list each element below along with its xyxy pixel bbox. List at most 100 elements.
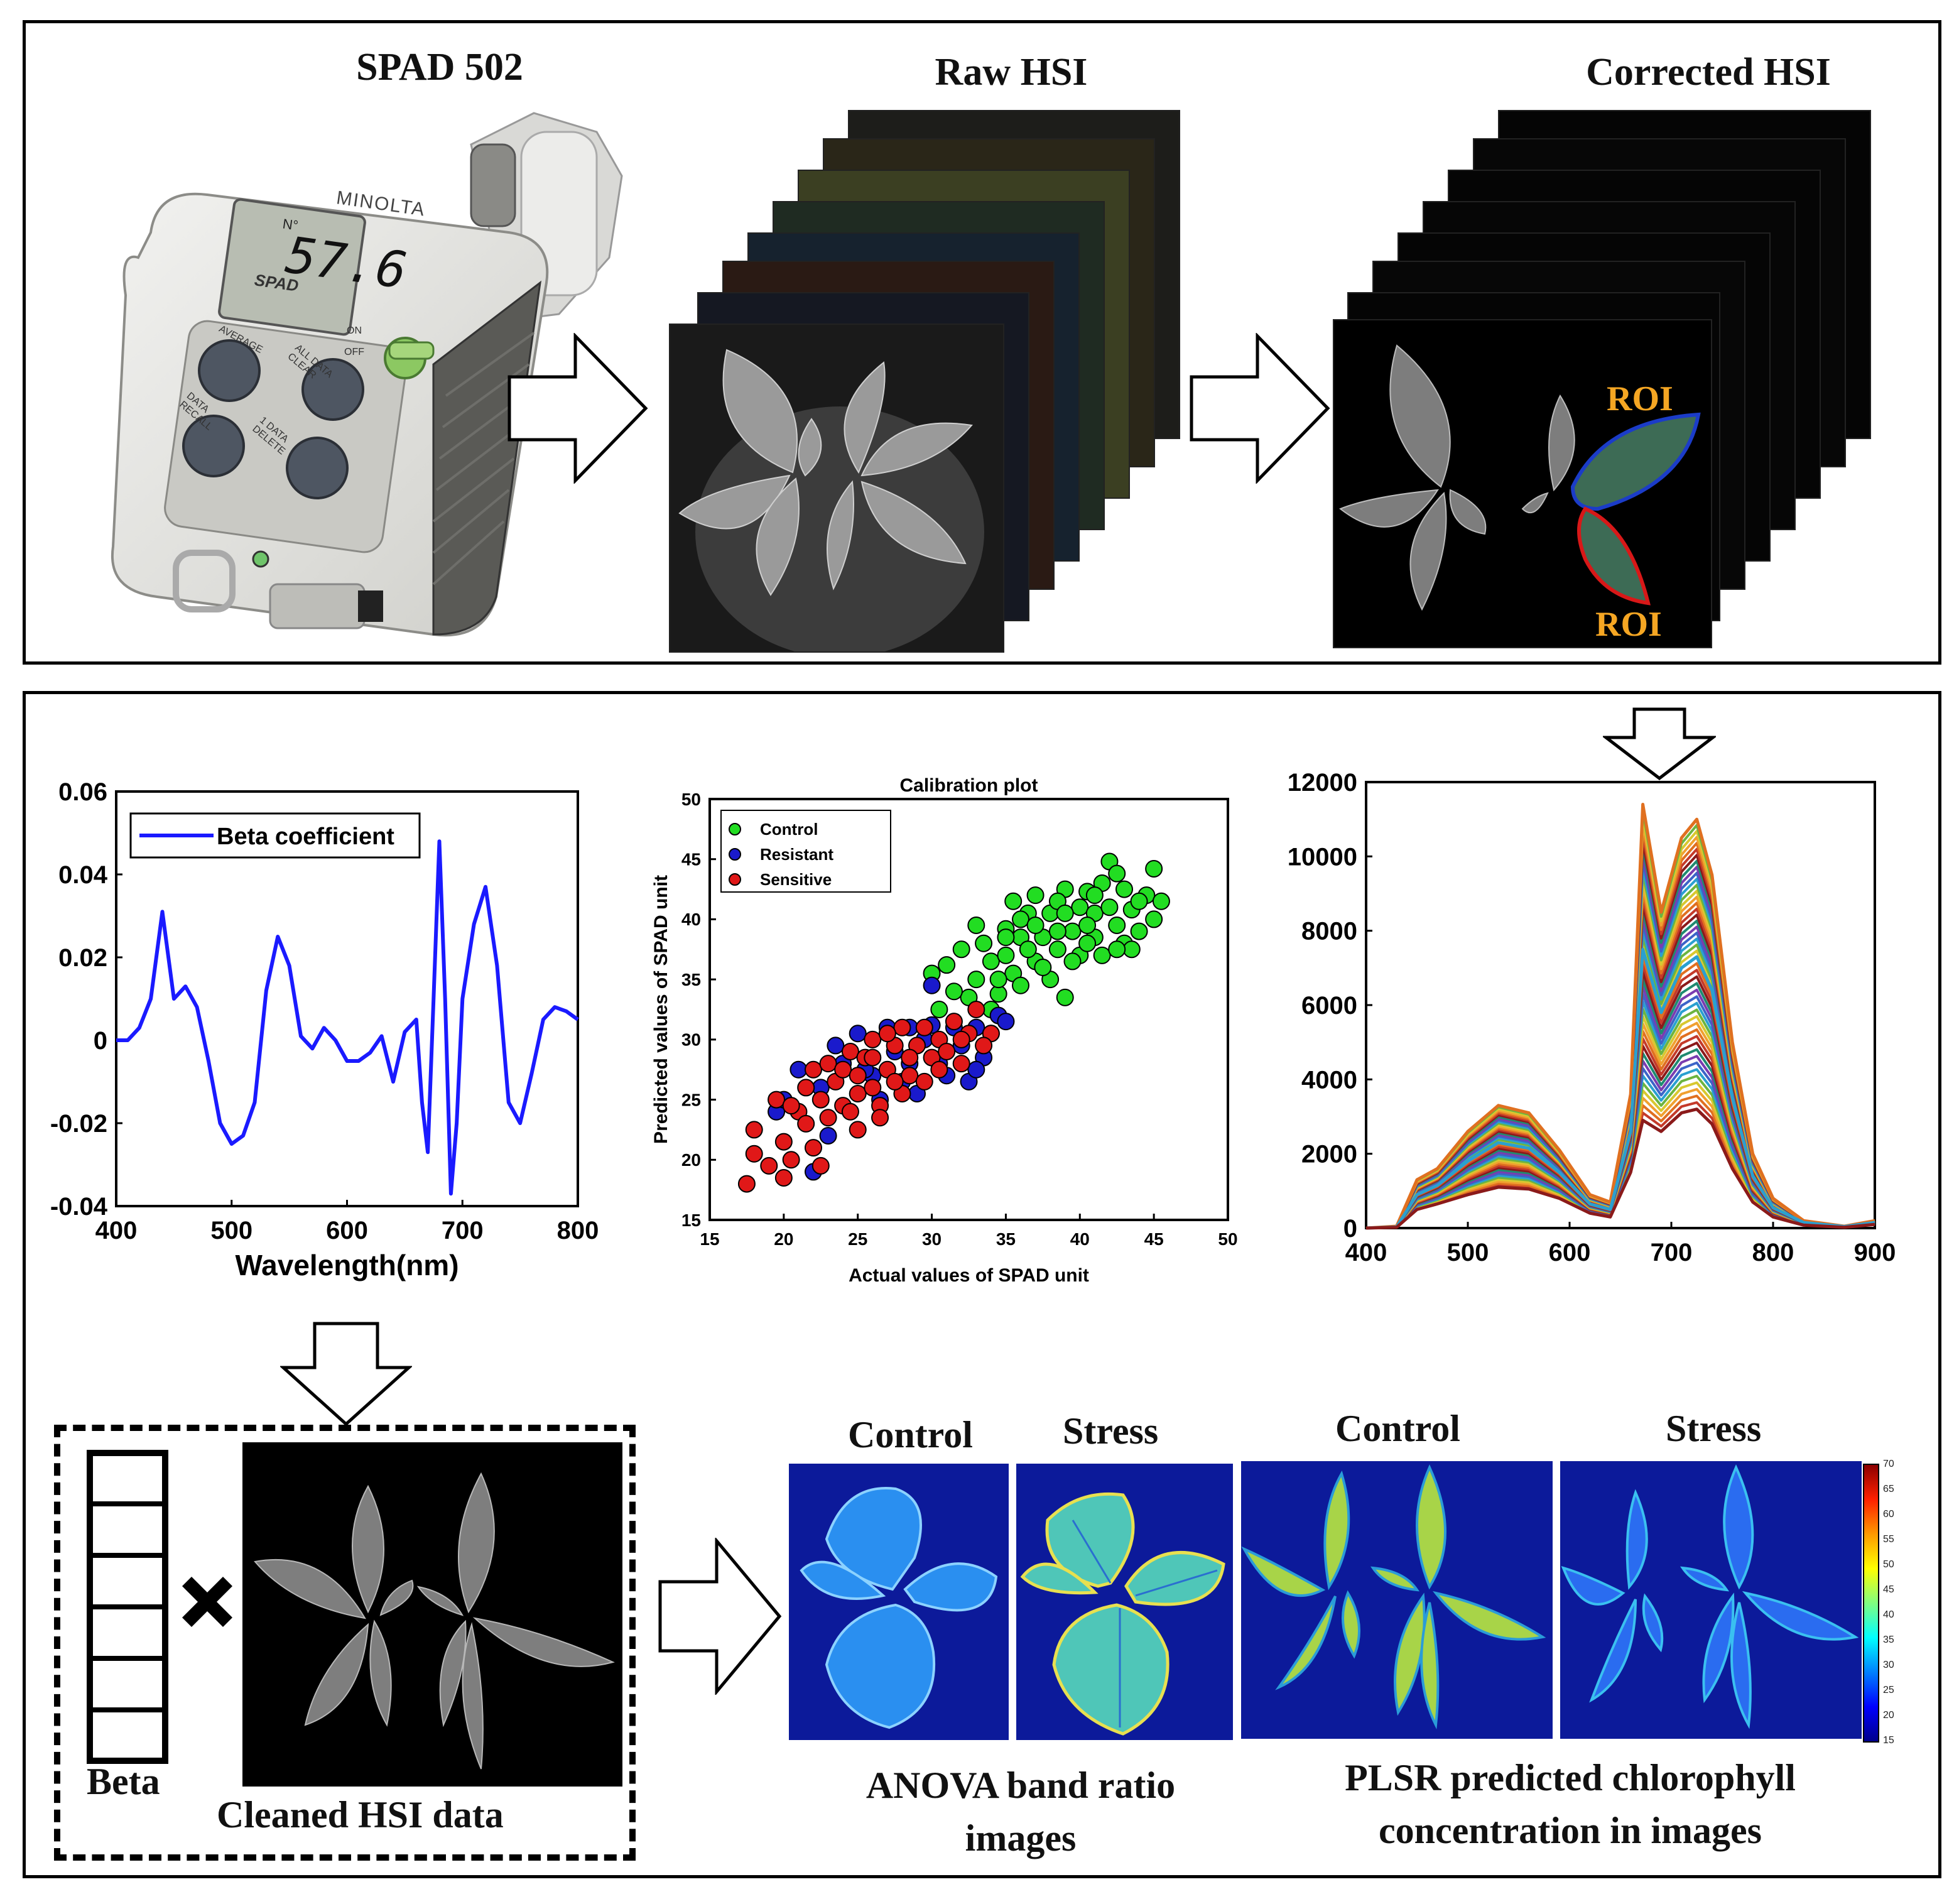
beta-series-line bbox=[116, 839, 579, 1196]
calib-point-control bbox=[967, 917, 985, 934]
raw-hsi-stack bbox=[666, 107, 1218, 653]
cleaned-hsi-label: Cleaned HSI data bbox=[217, 1794, 504, 1836]
calib-xtick-label: 20 bbox=[774, 1229, 793, 1249]
calib-point-resistant bbox=[849, 1025, 867, 1043]
calib-point-control bbox=[1078, 917, 1097, 934]
calib-point-sensitive bbox=[864, 1030, 882, 1048]
calib-xtick-label: 30 bbox=[922, 1229, 942, 1249]
calib-point-sensitive bbox=[811, 1156, 830, 1175]
plsr-caption-line1: PLSR predicted chlorophyll bbox=[1345, 1757, 1796, 1798]
spad-meter-illustration bbox=[111, 112, 623, 637]
arrow-right-3 bbox=[658, 1538, 782, 1695]
calib-point-resistant bbox=[819, 1127, 837, 1145]
calib-legend-label: Sensitive bbox=[760, 870, 832, 889]
calib-point-control bbox=[952, 940, 970, 959]
colorbar-tick-label: 50 bbox=[1883, 1559, 1894, 1570]
colorbar-tick-label: 25 bbox=[1883, 1685, 1894, 1695]
beta-coefficient-chart: 400 500 600 700 800 0.06 0.04 0.02 0 -0.02 -0.04 Be… bbox=[50, 778, 599, 1281]
calib-legend-box bbox=[720, 810, 891, 893]
calib-point-sensitive bbox=[893, 1018, 911, 1036]
calib-point-sensitive bbox=[952, 1055, 970, 1073]
arrow-right-1 bbox=[507, 333, 648, 484]
calib-point-control bbox=[975, 934, 993, 952]
calib-xtick-label: 50 bbox=[1218, 1229, 1237, 1249]
calib-point-sensitive bbox=[737, 1175, 756, 1193]
calib-xtick-label: 40 bbox=[1070, 1229, 1090, 1249]
beta-xlabel: Wavelength(nm) bbox=[235, 1249, 459, 1281]
calib-point-control bbox=[1115, 880, 1133, 898]
calib-point-control bbox=[1130, 892, 1148, 910]
colorbar-tick-label: 15 bbox=[1883, 1735, 1894, 1746]
calib-ytick-label: 40 bbox=[681, 910, 701, 929]
anova-caption-line2: images bbox=[965, 1817, 1077, 1859]
colorbar-tick-label: 35 bbox=[1883, 1635, 1894, 1645]
beta-legend-label: Beta coefficient bbox=[217, 824, 394, 850]
calib-point-control bbox=[1026, 886, 1045, 905]
calib-point-sensitive bbox=[774, 1169, 793, 1187]
plsr-stress-title: Stress bbox=[1666, 1408, 1762, 1449]
plsr-caption-line2: concentration in images bbox=[1379, 1810, 1762, 1851]
colorbar-tick-label: 55 bbox=[1883, 1534, 1894, 1545]
beta-ytick-label: 0.04 bbox=[58, 861, 108, 889]
calib-point-sensitive bbox=[915, 1072, 933, 1091]
calib-xtick-label: 35 bbox=[996, 1229, 1016, 1249]
beta-ytick-label: -0.02 bbox=[50, 1110, 107, 1138]
beta-label: Beta bbox=[87, 1761, 160, 1802]
calib-point-control bbox=[989, 971, 1007, 989]
calib-point-sensitive bbox=[945, 1013, 963, 1031]
colorbar-tick-label: 60 bbox=[1883, 1509, 1894, 1520]
colorbar bbox=[1863, 1464, 1879, 1743]
calib-point-control bbox=[1108, 864, 1126, 883]
calib-point-sensitive bbox=[849, 1067, 867, 1085]
calib-point-control bbox=[1056, 988, 1074, 1006]
calib-point-control bbox=[1063, 952, 1082, 971]
calib-point-sensitive bbox=[819, 1055, 837, 1073]
calib-point-sensitive bbox=[878, 1025, 896, 1043]
corrected-hsi-title: Corrected HSI bbox=[1586, 51, 1831, 94]
beta-xtick-label: 800 bbox=[557, 1217, 599, 1244]
spectra-xtick-label: 700 bbox=[1651, 1239, 1693, 1266]
calib-xtick-label: 45 bbox=[1144, 1229, 1164, 1249]
calib-point-sensitive bbox=[975, 1036, 993, 1055]
calib-point-sensitive bbox=[811, 1091, 830, 1109]
spectra-envelope-min bbox=[1365, 1107, 1875, 1230]
calib-point-sensitive bbox=[841, 1043, 859, 1060]
calib-xtick-label: 25 bbox=[848, 1229, 867, 1249]
calib-xtick-label: 15 bbox=[700, 1229, 719, 1249]
calib-point-control bbox=[1078, 934, 1097, 952]
calib-point-sensitive bbox=[782, 1097, 800, 1115]
calib-ytick-label: 15 bbox=[681, 1210, 701, 1230]
calib-point-control bbox=[1108, 917, 1126, 934]
calib-point-resistant bbox=[923, 976, 941, 994]
spectra-envelope-mid bbox=[1365, 947, 1875, 1230]
calib-point-sensitive bbox=[782, 1151, 800, 1169]
spectra-envelope-max bbox=[1365, 803, 1875, 1230]
calib-point-sensitive bbox=[745, 1121, 763, 1139]
calib-point-control bbox=[1085, 886, 1104, 905]
calib-point-resistant bbox=[967, 1060, 985, 1079]
calib-legend-swatch bbox=[729, 873, 741, 886]
plsr-control-image bbox=[1241, 1461, 1553, 1739]
calib-point-sensitive bbox=[930, 1060, 948, 1079]
calib-point-sensitive bbox=[952, 1030, 970, 1048]
calib-point-control bbox=[1048, 940, 1066, 959]
meter-switch-off-label: OFF bbox=[344, 347, 364, 357]
calib-point-control bbox=[1004, 892, 1023, 910]
cleaned-data-dashed-box bbox=[54, 1425, 636, 1861]
calib-point-sensitive bbox=[864, 1048, 882, 1067]
colorbar-ticks: 70 65 60 55 50 45 40 35 30 25 20 15 bbox=[1883, 1459, 1921, 1748]
calib-point-sensitive bbox=[745, 1145, 763, 1163]
calib-point-control bbox=[1048, 922, 1066, 940]
calib-ytick-label: 45 bbox=[681, 850, 701, 869]
calib-point-sensitive bbox=[967, 1001, 985, 1018]
calib-point-sensitive bbox=[901, 1048, 919, 1067]
roi-label-lower: ROI bbox=[1595, 605, 1662, 644]
calib-point-control bbox=[997, 928, 1015, 947]
calib-legend-label: Control bbox=[760, 820, 818, 839]
calib-point-sensitive bbox=[849, 1121, 867, 1139]
spectra-ytick-label: 4000 bbox=[1301, 1066, 1357, 1094]
beta-xtick-label: 700 bbox=[442, 1217, 484, 1244]
anova-stress-title: Stress bbox=[1063, 1410, 1159, 1452]
spectra-ytick-label: 2000 bbox=[1301, 1141, 1357, 1168]
calib-point-sensitive bbox=[768, 1091, 786, 1109]
